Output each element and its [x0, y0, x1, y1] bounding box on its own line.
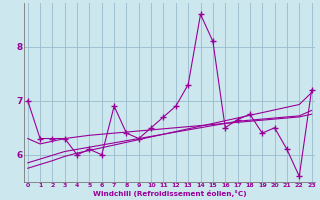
X-axis label: Windchill (Refroidissement éolien,°C): Windchill (Refroidissement éolien,°C): [93, 190, 246, 197]
